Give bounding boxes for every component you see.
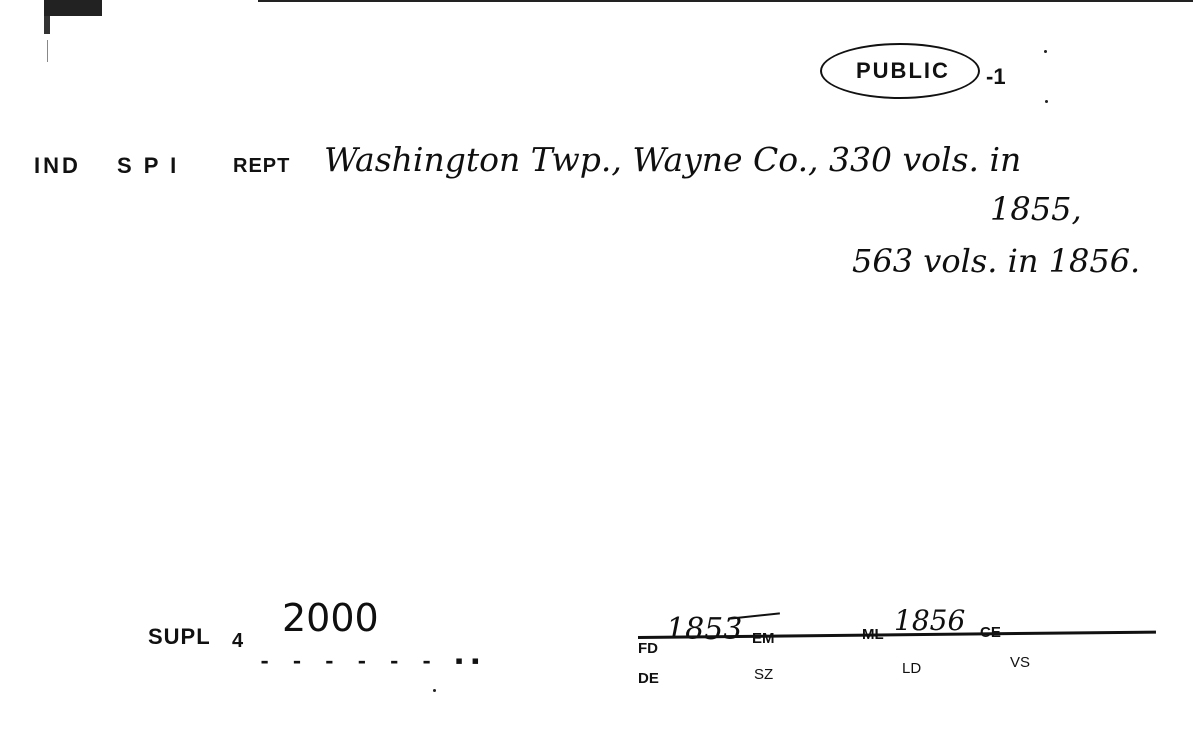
speck-dot: [433, 689, 436, 692]
footer-fd-label: FD: [638, 640, 658, 657]
public-stamp-label: PUBLIC: [856, 58, 950, 83]
footer-de-label: DE: [638, 670, 659, 687]
header-spi: S P I: [117, 153, 180, 178]
public-stamp-oval: [820, 43, 980, 99]
footer-vs-label: VS: [1010, 654, 1031, 671]
top-edge-rule: [258, 0, 1193, 2]
suppl-dashes: - - - - - - ▪▪: [258, 650, 485, 675]
stamp-mark: -1: [986, 64, 1006, 89]
speck-dot: [1044, 50, 1047, 53]
entry-line-3: 563 vols. in 1856.: [852, 242, 1141, 280]
entry-line-1: Washington Twp., Wayne Co., 330 vols. in: [324, 140, 1022, 179]
corner-tab-mark: [44, 0, 102, 34]
speck-dot: [1045, 100, 1048, 103]
footer-ml-value: 1856: [894, 604, 966, 637]
header-rept: REPT: [233, 155, 291, 177]
corner-speck: [47, 40, 48, 62]
footer-sz-label: SZ: [754, 666, 774, 683]
footer-ld-label: LD: [902, 660, 922, 677]
suppl-label: SUPL: [148, 624, 211, 649]
suppl-number: 4: [232, 630, 244, 652]
entry-line-2: 1855,: [990, 190, 1082, 228]
footer-fd-value: 1853: [666, 612, 743, 647]
suppl-value: 2000: [282, 596, 379, 640]
header-ind: IND: [34, 153, 81, 178]
footer-em-label: EM: [752, 630, 775, 647]
